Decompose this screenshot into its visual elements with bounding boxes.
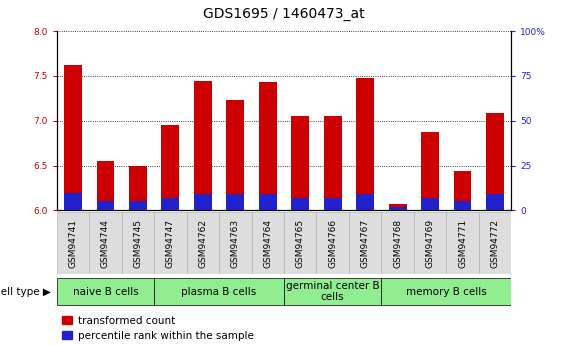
Bar — [284, 277, 381, 306]
Text: GSM94741: GSM94741 — [69, 219, 77, 268]
Bar — [129, 167, 147, 210]
Bar — [154, 277, 284, 306]
Bar — [291, 198, 309, 210]
Bar — [57, 277, 154, 306]
Bar — [486, 194, 504, 210]
Bar — [291, 116, 309, 210]
Text: GSM94771: GSM94771 — [458, 219, 467, 268]
Text: GSM94744: GSM94744 — [101, 219, 110, 268]
Bar — [194, 81, 212, 210]
Text: GSM94745: GSM94745 — [133, 219, 143, 268]
Bar — [57, 212, 89, 274]
Bar — [97, 161, 114, 210]
Bar — [259, 194, 277, 210]
Bar — [324, 116, 341, 210]
Bar — [454, 171, 471, 210]
Bar — [89, 212, 122, 274]
Bar — [64, 65, 82, 210]
Bar — [356, 78, 374, 210]
Text: GSM94769: GSM94769 — [425, 219, 435, 268]
Text: GSM94768: GSM94768 — [393, 219, 402, 268]
Bar — [414, 212, 446, 274]
Text: GSM94765: GSM94765 — [296, 219, 304, 268]
Bar — [389, 204, 407, 210]
Bar — [454, 201, 471, 210]
Bar — [421, 198, 439, 210]
Text: germinal center B
cells: germinal center B cells — [286, 281, 379, 302]
Bar — [259, 82, 277, 210]
Bar — [194, 194, 212, 210]
Bar — [284, 212, 316, 274]
Bar — [227, 100, 244, 210]
Bar — [349, 212, 381, 274]
Text: GSM94764: GSM94764 — [264, 219, 272, 268]
Bar — [421, 131, 439, 210]
Bar — [187, 212, 219, 274]
Bar — [122, 212, 154, 274]
Text: GSM94766: GSM94766 — [328, 219, 337, 268]
Bar — [446, 212, 479, 274]
Legend: transformed count, percentile rank within the sample: transformed count, percentile rank withi… — [62, 316, 253, 341]
Text: memory B cells: memory B cells — [406, 287, 487, 296]
Text: plasma B cells: plasma B cells — [181, 287, 257, 296]
Bar — [381, 277, 511, 306]
Bar — [161, 125, 179, 210]
Bar — [129, 201, 147, 210]
Text: GSM94763: GSM94763 — [231, 219, 240, 268]
Bar — [219, 212, 252, 274]
Bar — [227, 194, 244, 210]
Text: GDS1695 / 1460473_at: GDS1695 / 1460473_at — [203, 7, 365, 21]
Bar — [324, 198, 341, 210]
Text: GSM94767: GSM94767 — [361, 219, 370, 268]
Text: GSM94772: GSM94772 — [491, 219, 499, 268]
Bar — [389, 207, 407, 210]
Bar — [97, 201, 114, 210]
Bar — [381, 212, 414, 274]
Bar — [161, 198, 179, 210]
Bar — [64, 193, 82, 210]
Bar — [316, 212, 349, 274]
Bar — [486, 113, 504, 210]
Bar — [252, 212, 284, 274]
Bar — [154, 212, 187, 274]
Text: cell type ▶: cell type ▶ — [0, 287, 51, 296]
Text: GSM94747: GSM94747 — [166, 219, 175, 268]
Text: naive B cells: naive B cells — [73, 287, 139, 296]
Bar — [356, 194, 374, 210]
Bar — [479, 212, 511, 274]
Text: GSM94762: GSM94762 — [198, 219, 207, 268]
